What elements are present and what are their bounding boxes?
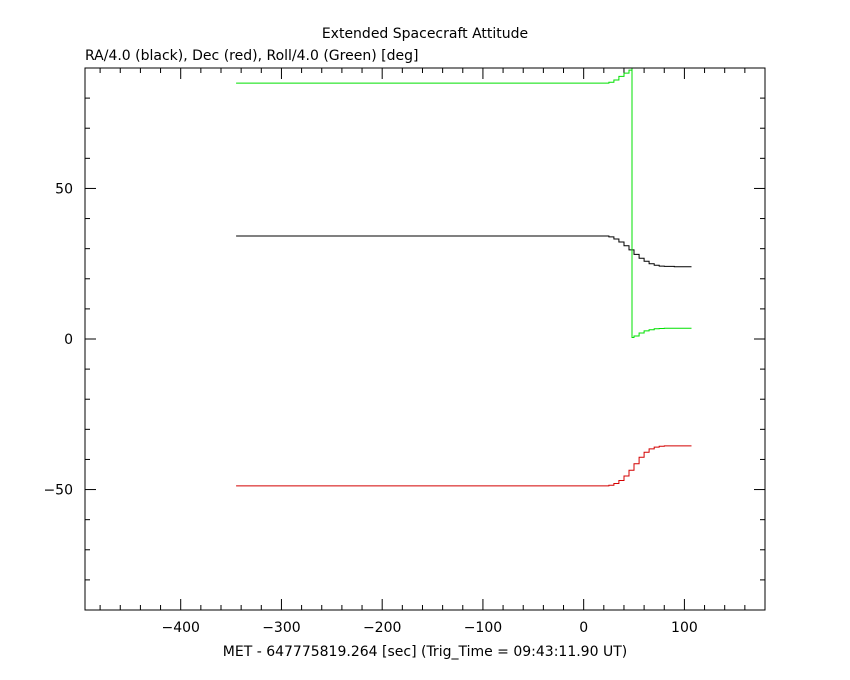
ra-series-line: [236, 235, 692, 268]
plot-series: [236, 68, 692, 487]
plot-frame: [84, 67, 766, 611]
x-tick-label: −300: [262, 620, 300, 636]
axis-ticks: [85, 67, 766, 611]
x-tick-label: 100: [671, 620, 698, 636]
y-tick-label: 50: [55, 181, 73, 197]
x-tick-label: −100: [464, 620, 502, 636]
x-tick-label: −400: [161, 620, 199, 636]
tick-labels: −400 −300 −200 −100 0 100 −50 0 50: [43, 181, 697, 636]
y-axis-label: RA/4.0 (black), Dec (red), Roll/4.0 (Gre…: [85, 48, 418, 64]
chart-title: Extended Spacecraft Attitude: [322, 26, 528, 42]
x-axis-label: MET - 647775819.264 [sec] (Trig_Time = 0…: [223, 644, 627, 660]
roll-series-line: [236, 68, 692, 338]
dec-series-line: [236, 445, 692, 487]
x-tick-label: −200: [363, 620, 401, 636]
y-tick-label: 0: [64, 332, 73, 348]
y-tick-label: −50: [43, 483, 73, 499]
x-tick-label: 0: [579, 620, 588, 636]
